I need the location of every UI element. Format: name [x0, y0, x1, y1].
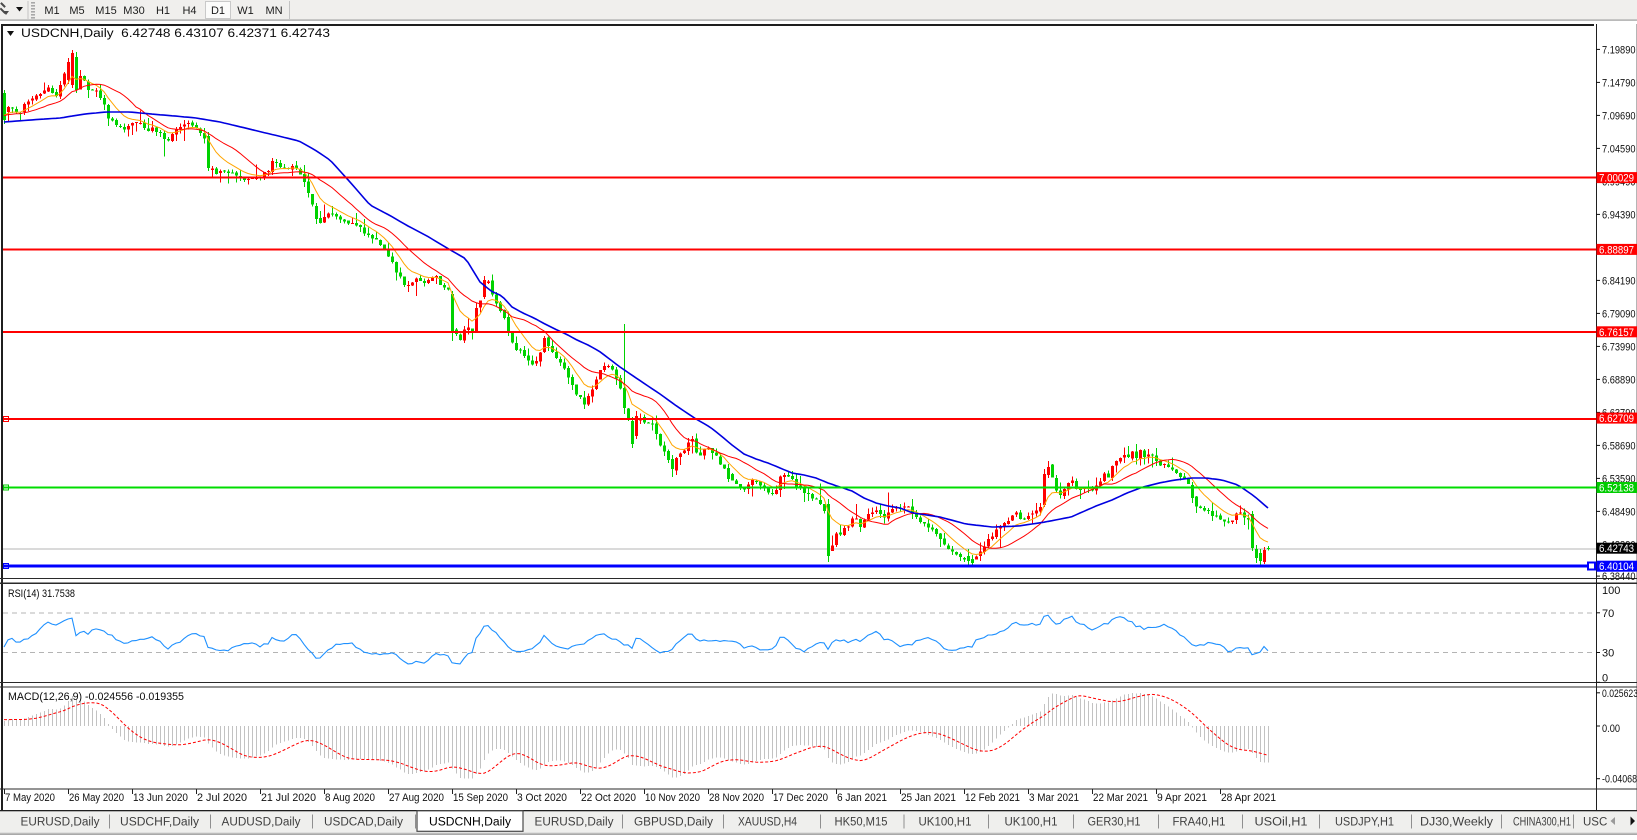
svg-text:H1: H1: [156, 5, 170, 17]
svg-text:6.76157: 6.76157: [1599, 327, 1634, 339]
svg-text:2 Jul 2020: 2 Jul 2020: [197, 792, 247, 804]
svg-text:9 Apr 2021: 9 Apr 2021: [1157, 792, 1207, 804]
svg-text:USDCNH,Daily 6.42748 6.43107: USDCNH,Daily 6.42748 6.43107 6.42371 6.4…: [21, 28, 330, 40]
svg-text:0.00: 0.00: [1602, 723, 1620, 735]
svg-text:6.40104: 6.40104: [1599, 561, 1634, 573]
svg-text:15 Sep 2020: 15 Sep 2020: [453, 792, 508, 804]
svg-text:M5: M5: [69, 5, 84, 17]
svg-text:7 May 2020: 7 May 2020: [5, 792, 55, 804]
svg-text:USDJPY,H1: USDJPY,H1: [1335, 817, 1394, 829]
svg-text:17 Dec 2020: 17 Dec 2020: [773, 792, 828, 804]
svg-text:MACD(12,26,9) -0.024556 -0.019: MACD(12,26,9) -0.024556 -0.019355: [8, 691, 184, 703]
svg-text:28 Apr 2021: 28 Apr 2021: [1221, 792, 1276, 804]
svg-text:70: 70: [1602, 608, 1614, 620]
svg-text:6.52138: 6.52138: [1599, 483, 1634, 495]
svg-text:D1: D1: [211, 5, 225, 17]
svg-text:AUDUSD,Daily: AUDUSD,Daily: [222, 817, 301, 829]
svg-text:EURUSD,Daily: EURUSD,Daily: [535, 817, 614, 829]
svg-text:EURUSD,Daily: EURUSD,Daily: [21, 817, 100, 829]
svg-text:6.42743: 6.42743: [1599, 543, 1634, 555]
svg-text:27 Aug 2020: 27 Aug 2020: [389, 792, 444, 804]
svg-text:22 Oct 2020: 22 Oct 2020: [581, 792, 636, 804]
svg-text:USDCNH,Daily: USDCNH,Daily: [429, 817, 511, 829]
svg-text:GER30,H1: GER30,H1: [1088, 817, 1141, 829]
svg-text:0: 0: [1602, 673, 1608, 685]
svg-text:6.73990: 6.73990: [1602, 341, 1636, 353]
svg-text:M15: M15: [95, 5, 116, 17]
svg-text:GBPUSD,Daily: GBPUSD,Daily: [634, 817, 713, 829]
svg-text:28 Nov 2020: 28 Nov 2020: [709, 792, 764, 804]
svg-text:7.04590: 7.04590: [1602, 143, 1636, 155]
svg-text:DJ30,Weekly: DJ30,Weekly: [1420, 817, 1493, 829]
svg-text:XAUUSD,H4: XAUUSD,H4: [738, 817, 798, 829]
svg-text:6.84190: 6.84190: [1602, 275, 1636, 287]
svg-text:USDCHF,Daily: USDCHF,Daily: [120, 817, 199, 829]
svg-text:M1: M1: [44, 5, 59, 17]
svg-text:7.00029: 7.00029: [1599, 173, 1634, 185]
svg-text:HK50,M15: HK50,M15: [835, 817, 888, 829]
svg-text:13 Jun 2020: 13 Jun 2020: [133, 792, 188, 804]
svg-text:MN: MN: [265, 5, 282, 17]
svg-text:RSI(14) 31.7538: RSI(14) 31.7538: [8, 588, 75, 600]
svg-text:26 May 2020: 26 May 2020: [69, 792, 124, 804]
svg-text:6.68890: 6.68890: [1602, 374, 1636, 386]
svg-text:6.48490: 6.48490: [1602, 506, 1636, 518]
svg-text:CHINA300,H1: CHINA300,H1: [1513, 817, 1571, 829]
svg-text:30: 30: [1602, 648, 1614, 660]
svg-text:12 Feb 2021: 12 Feb 2021: [965, 792, 1020, 804]
svg-text:W1: W1: [237, 5, 254, 17]
svg-text:7.14790: 7.14790: [1602, 77, 1636, 89]
svg-text:6.62709: 6.62709: [1599, 413, 1634, 425]
svg-text:USOil,H1: USOil,H1: [1255, 817, 1308, 829]
svg-text:22 Mar 2021: 22 Mar 2021: [1093, 792, 1148, 804]
svg-text:100: 100: [1602, 585, 1620, 597]
svg-text:6.58690: 6.58690: [1602, 440, 1636, 452]
svg-text:USC: USC: [1583, 817, 1607, 829]
svg-text:7.09690: 7.09690: [1602, 110, 1636, 122]
svg-text:USDCAD,Daily: USDCAD,Daily: [324, 817, 403, 829]
svg-text:7.19890: 7.19890: [1602, 44, 1636, 56]
svg-text:21 Jul 2020: 21 Jul 2020: [261, 792, 316, 804]
svg-text:UK100,H1: UK100,H1: [1005, 817, 1058, 829]
svg-text:8 Aug 2020: 8 Aug 2020: [325, 792, 375, 804]
svg-text:UK100,H1: UK100,H1: [919, 817, 972, 829]
svg-text:H4: H4: [182, 5, 196, 17]
svg-text:6.79090: 6.79090: [1602, 308, 1636, 320]
svg-text:3 Oct 2020: 3 Oct 2020: [517, 792, 567, 804]
svg-text:6 Jan 2021: 6 Jan 2021: [837, 792, 887, 804]
svg-text:M30: M30: [123, 5, 144, 17]
svg-text:25 Jan 2021: 25 Jan 2021: [901, 792, 956, 804]
svg-text:0.025623: 0.025623: [1602, 688, 1637, 700]
svg-text:3 Mar 2021: 3 Mar 2021: [1029, 792, 1079, 804]
svg-text:FRA40,H1: FRA40,H1: [1173, 817, 1226, 829]
svg-text:10 Nov 2020: 10 Nov 2020: [645, 792, 700, 804]
svg-text:6.88897: 6.88897: [1599, 244, 1634, 256]
svg-text:6.94390: 6.94390: [1602, 209, 1636, 221]
